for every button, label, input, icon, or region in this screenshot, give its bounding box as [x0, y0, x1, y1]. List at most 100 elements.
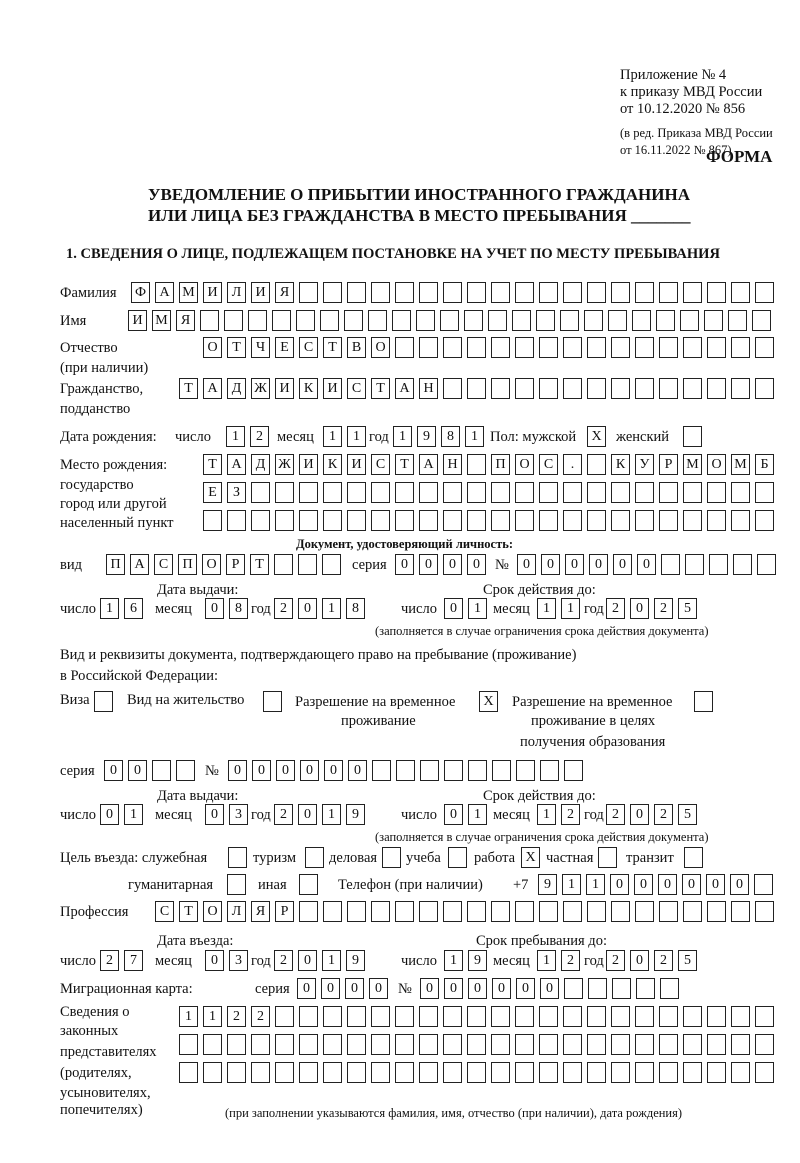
char-cell[interactable]: Т — [203, 454, 222, 475]
char-cell[interactable] — [587, 482, 606, 503]
char-cell[interactable] — [251, 482, 270, 503]
char-cell[interactable] — [587, 282, 606, 303]
char-cell[interactable]: 7 — [124, 950, 143, 971]
char-cell[interactable]: 0 — [610, 874, 629, 895]
char-cell[interactable] — [323, 1062, 342, 1083]
char-cell[interactable] — [299, 510, 318, 531]
char-cell[interactable] — [683, 1006, 702, 1027]
char-cell[interactable] — [323, 1034, 342, 1055]
char-cell[interactable] — [419, 282, 438, 303]
char-cell[interactable]: 2 — [606, 804, 625, 825]
char-cell[interactable] — [179, 1034, 198, 1055]
char-cell[interactable] — [755, 901, 774, 922]
char-cell[interactable] — [539, 901, 558, 922]
char-cell[interactable]: О — [203, 901, 222, 922]
char-cell[interactable]: 0 — [369, 978, 388, 999]
char-cell[interactable] — [347, 510, 366, 531]
char-cell[interactable] — [467, 282, 486, 303]
char-cell[interactable]: С — [371, 454, 390, 475]
char-cell[interactable] — [611, 510, 630, 531]
char-cell[interactable]: 0 — [297, 978, 316, 999]
char-cell[interactable] — [754, 874, 773, 895]
char-cell[interactable]: И — [323, 378, 342, 399]
char-cell[interactable] — [587, 1062, 606, 1083]
char-cell[interactable] — [563, 482, 582, 503]
char-cell[interactable]: 0 — [100, 804, 119, 825]
char-cell[interactable] — [419, 1062, 438, 1083]
char-cell[interactable] — [704, 310, 723, 331]
char-cell[interactable]: 1 — [561, 598, 580, 619]
char-cell[interactable]: 1 — [323, 426, 342, 447]
char-cell[interactable]: 9 — [538, 874, 557, 895]
char-cell[interactable]: И — [275, 378, 294, 399]
char-cell[interactable] — [347, 1062, 366, 1083]
char-cell[interactable]: 1 — [468, 598, 487, 619]
char-cell[interactable] — [323, 282, 342, 303]
char-cell[interactable] — [659, 378, 678, 399]
char-cell[interactable]: 0 — [443, 554, 462, 575]
char-cell[interactable] — [659, 901, 678, 922]
char-cell[interactable]: Е — [275, 337, 294, 358]
char-cell[interactable]: 0 — [658, 874, 677, 895]
char-cell[interactable] — [305, 847, 324, 868]
char-cell[interactable]: 0 — [541, 554, 560, 575]
char-cell[interactable]: К — [299, 378, 318, 399]
char-cell[interactable]: 0 — [276, 760, 295, 781]
char-cell[interactable] — [611, 1006, 630, 1027]
char-cell[interactable]: С — [347, 378, 366, 399]
char-cell[interactable]: Ч — [251, 337, 270, 358]
char-cell[interactable]: 0 — [395, 554, 414, 575]
char-cell[interactable] — [587, 1034, 606, 1055]
char-cell[interactable] — [275, 1062, 294, 1083]
char-cell[interactable] — [707, 901, 726, 922]
char-cell[interactable] — [227, 1062, 246, 1083]
char-cell[interactable] — [611, 337, 630, 358]
char-cell[interactable] — [227, 874, 246, 895]
char-cell[interactable]: Ф — [131, 282, 150, 303]
char-cell[interactable]: А — [395, 378, 414, 399]
char-cell[interactable]: 0 — [589, 554, 608, 575]
char-cell[interactable] — [611, 378, 630, 399]
char-cell[interactable] — [491, 378, 510, 399]
char-cell[interactable]: П — [106, 554, 125, 575]
char-cell[interactable]: 2 — [561, 804, 580, 825]
char-cell[interactable] — [707, 337, 726, 358]
char-cell[interactable] — [516, 760, 535, 781]
char-cell[interactable]: 0 — [252, 760, 271, 781]
char-cell[interactable]: Л — [227, 282, 246, 303]
char-cell[interactable]: 0 — [205, 950, 224, 971]
char-cell[interactable] — [683, 378, 702, 399]
char-cell[interactable] — [443, 1034, 462, 1055]
char-cell[interactable] — [419, 510, 438, 531]
char-cell[interactable] — [656, 310, 675, 331]
char-cell[interactable]: 1 — [444, 950, 463, 971]
char-cell[interactable] — [683, 482, 702, 503]
char-cell[interactable] — [371, 1006, 390, 1027]
char-cell[interactable]: 1 — [393, 426, 412, 447]
char-cell[interactable] — [347, 282, 366, 303]
char-cell[interactable] — [587, 454, 606, 475]
char-cell[interactable] — [563, 1034, 582, 1055]
char-cell[interactable]: 1 — [226, 426, 245, 447]
char-cell[interactable] — [584, 310, 603, 331]
char-cell[interactable] — [263, 691, 282, 712]
char-cell[interactable]: 1 — [468, 804, 487, 825]
char-cell[interactable]: 6 — [124, 598, 143, 619]
char-cell[interactable] — [443, 282, 462, 303]
char-cell[interactable] — [515, 901, 534, 922]
char-cell[interactable]: Л — [227, 901, 246, 922]
char-cell[interactable] — [395, 282, 414, 303]
char-cell[interactable] — [755, 378, 774, 399]
char-cell[interactable]: 8 — [229, 598, 248, 619]
char-cell[interactable] — [515, 378, 534, 399]
char-cell[interactable] — [540, 760, 559, 781]
char-cell[interactable] — [347, 1006, 366, 1027]
char-cell[interactable] — [587, 901, 606, 922]
char-cell[interactable]: 1 — [124, 804, 143, 825]
char-cell[interactable] — [707, 1062, 726, 1083]
char-cell[interactable] — [564, 978, 583, 999]
char-cell[interactable] — [323, 482, 342, 503]
char-cell[interactable]: А — [203, 378, 222, 399]
char-cell[interactable]: 2 — [251, 1006, 270, 1027]
char-cell[interactable] — [635, 1006, 654, 1027]
